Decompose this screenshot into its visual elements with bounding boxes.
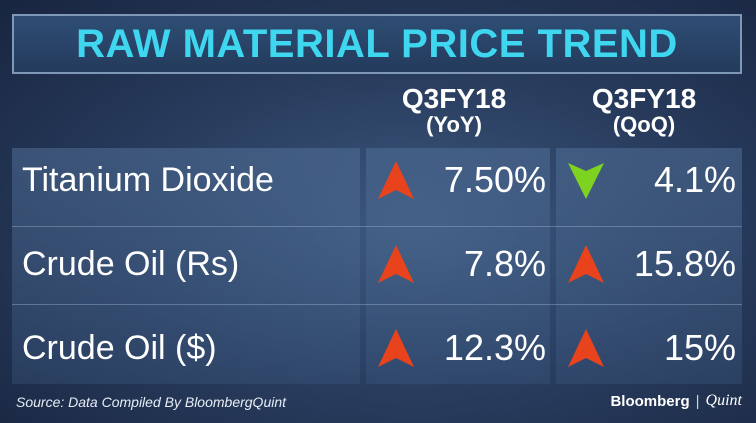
- row-label-crude-oil-rs: Crude Oil (Rs): [22, 245, 240, 283]
- arrow-up-icon: [568, 245, 604, 283]
- value-crude-oil-rs-yoy: 7.8%: [463, 243, 546, 284]
- value-titanium-dioxide-yoy: 7.50%: [443, 159, 546, 200]
- brand-secondary: Quint: [705, 392, 742, 409]
- page-title: RAW MATERIAL PRICE TREND: [76, 21, 678, 66]
- column-header-basis: (YoY): [426, 112, 482, 138]
- value-titanium-dioxide-qoq: 4.1%: [653, 159, 736, 200]
- arrow-up-icon: [378, 161, 414, 199]
- source-note: Source: Data Compiled By BloombergQuint: [16, 394, 287, 410]
- row-label-titanium-dioxide: Titanium Dioxide: [22, 161, 274, 199]
- cell-crude-oil-usd-yoy: 12.3%: [376, 318, 546, 378]
- cell-titanium-dioxide-qoq: 4.1%: [566, 150, 736, 210]
- cell-titanium-dioxide-yoy: 7.50%: [376, 150, 546, 210]
- column-header-basis: (QoQ): [612, 112, 676, 138]
- title-banner: RAW MATERIAL PRICE TREND: [12, 14, 742, 74]
- column-header-period: Q3FY18: [591, 83, 697, 114]
- row-label-crude-oil-usd: Crude Oil ($): [22, 329, 217, 367]
- cell-crude-oil-usd-qoq: 15%: [566, 318, 736, 378]
- brand-logo: Bloomberg | Quint: [610, 392, 742, 410]
- brand-separator: |: [695, 392, 700, 410]
- cell-crude-oil-rs-yoy: 7.8%: [376, 234, 546, 294]
- label-column-panel: [12, 148, 360, 384]
- row-divider: [12, 226, 742, 227]
- column-header-period: Q3FY18: [401, 83, 507, 114]
- arrow-up-icon: [378, 329, 414, 367]
- row-divider: [12, 304, 742, 305]
- column-header-qoq: Q3FY18 (QoQ): [556, 84, 732, 142]
- column-header-yoy: Q3FY18 (YoY): [366, 84, 542, 142]
- brand-primary: Bloomberg: [610, 392, 690, 410]
- arrow-up-icon: [378, 245, 414, 283]
- cell-crude-oil-rs-qoq: 15.8%: [566, 234, 736, 294]
- value-crude-oil-usd-yoy: 12.3%: [443, 327, 546, 368]
- value-crude-oil-rs-qoq: 15.8%: [633, 243, 736, 284]
- value-crude-oil-usd-qoq: 15%: [663, 327, 736, 368]
- arrow-up-icon: [568, 329, 604, 367]
- arrow-down-icon: [568, 163, 604, 199]
